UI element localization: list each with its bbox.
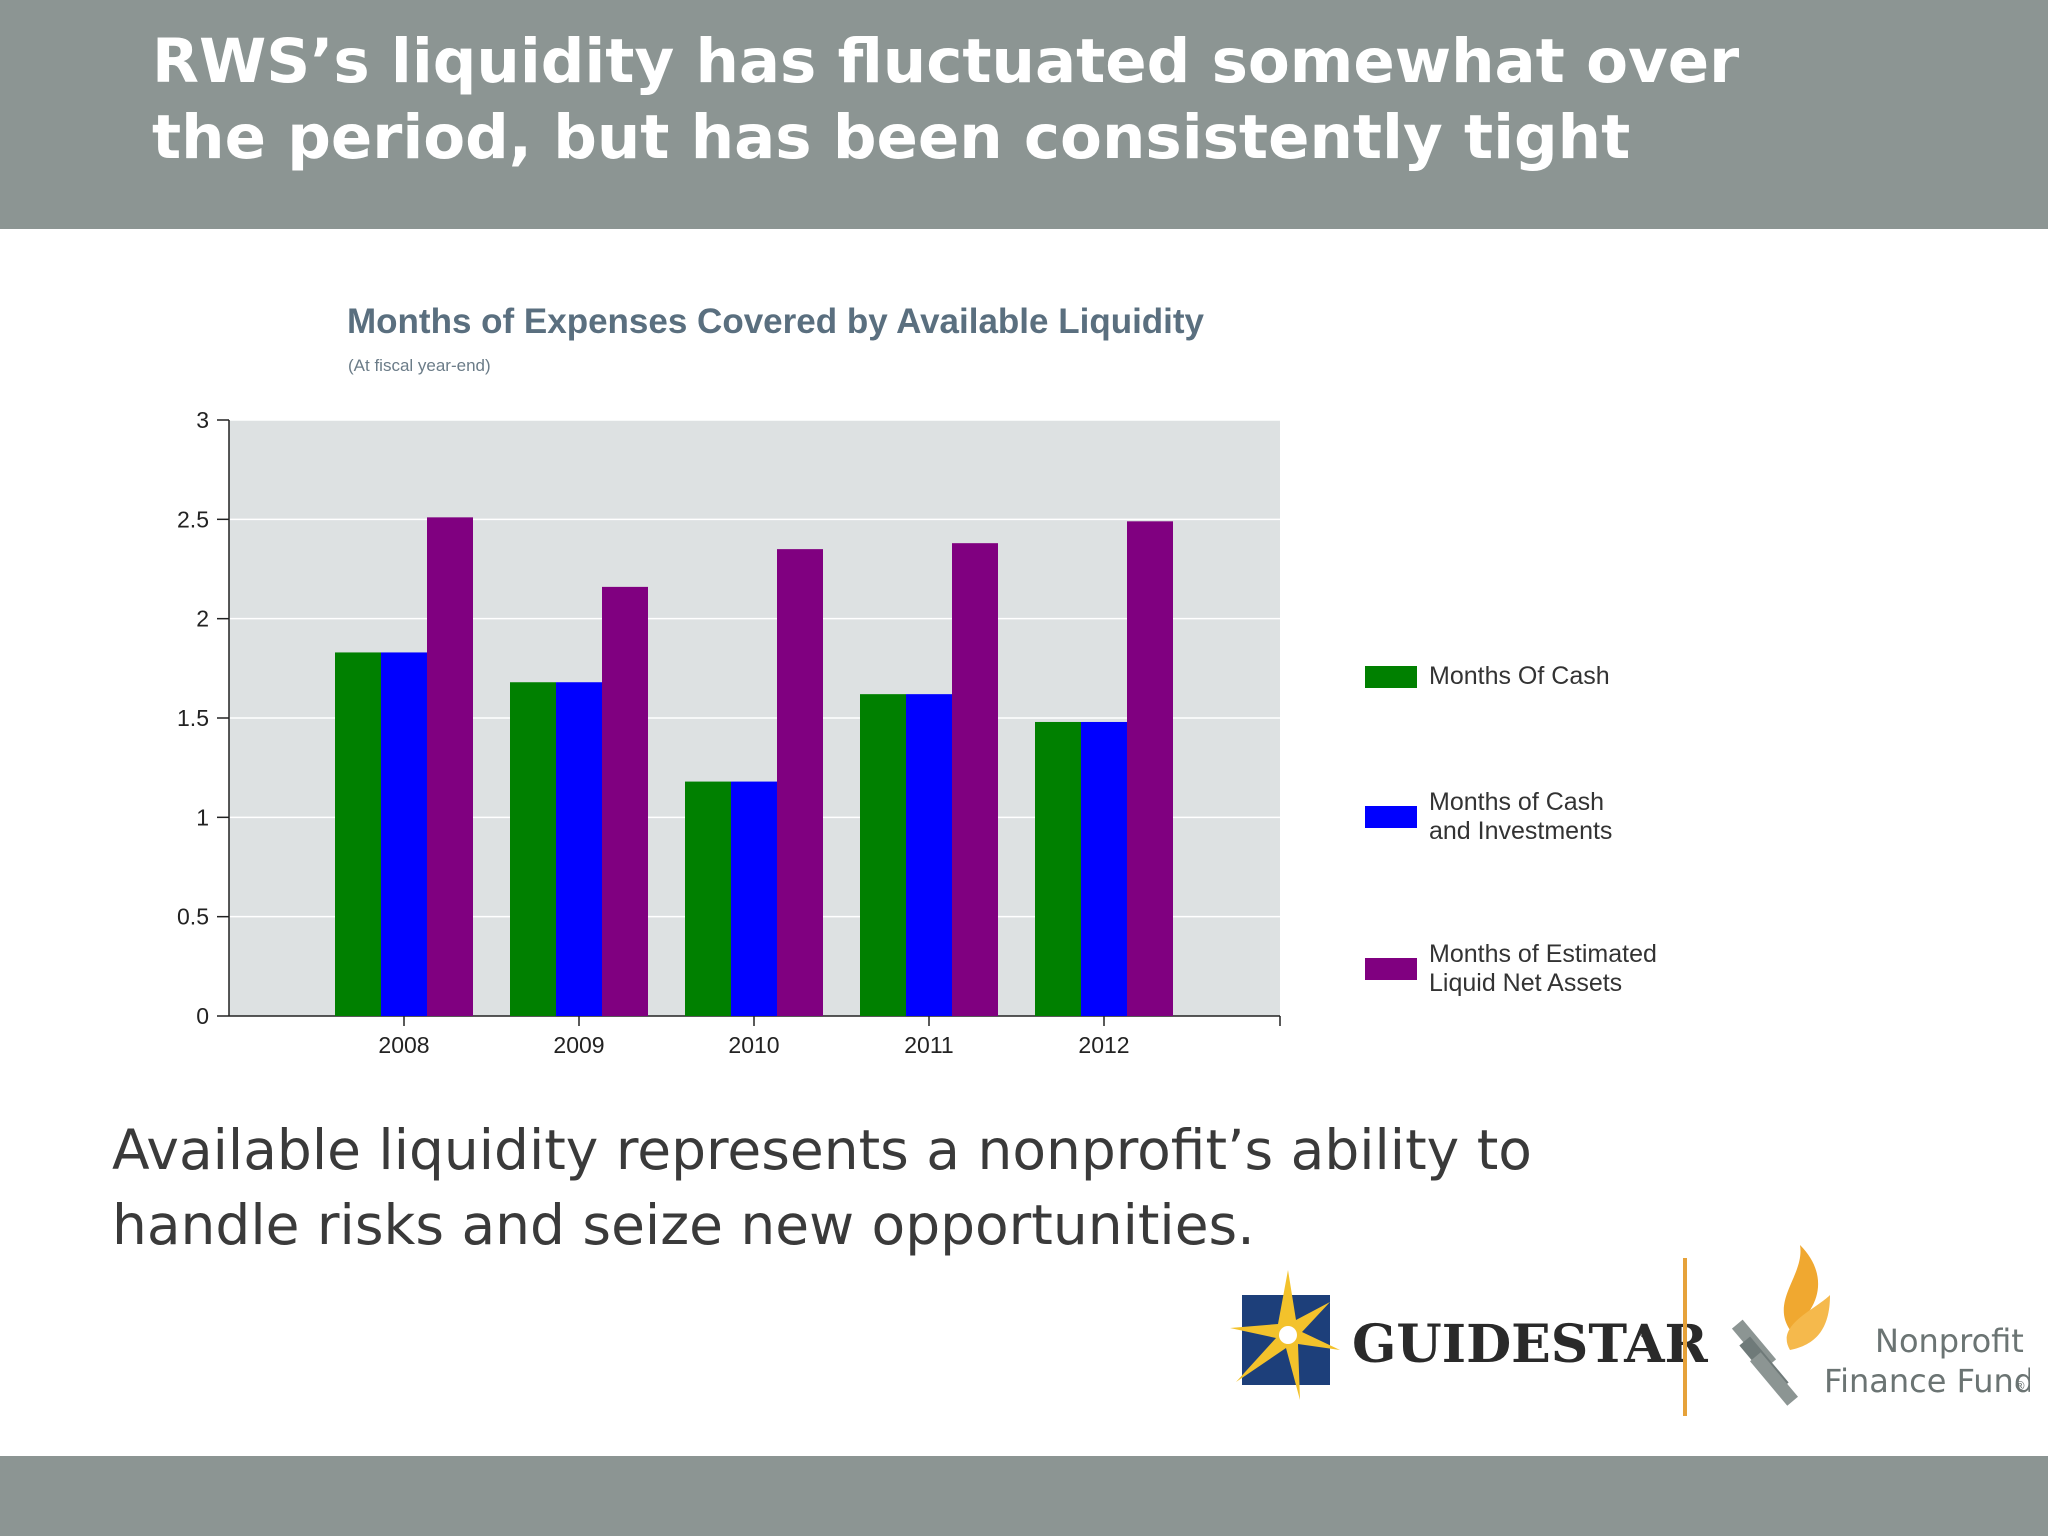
star-glow [1279, 1326, 1297, 1344]
bar-2009-series-1 [510, 682, 556, 1016]
bar-2011-series-2 [906, 694, 952, 1016]
bar-2010-series-3 [777, 549, 823, 1016]
legend-label: Months Of Cash [1429, 662, 1610, 690]
x-tick-label: 2012 [1078, 1032, 1129, 1058]
leaf-icon [1783, 1245, 1819, 1330]
logo-divider [1683, 1258, 1687, 1416]
body-text: Available liquidity represents a nonprof… [112, 1118, 1532, 1257]
x-tick-label: 2008 [378, 1032, 429, 1058]
y-tick-label: 1 [196, 804, 209, 830]
legend-label: Months of Cash and Investments [1429, 788, 1613, 845]
guidestar-registered-mark: ® [1638, 1326, 1652, 1342]
bar-2009-series-2 [556, 682, 602, 1016]
legend-item-months-of-cash: Months Of Cash [1333, 662, 1610, 691]
nff-registered-mark: ® [2014, 1379, 2026, 1393]
y-tick-label: 2 [196, 606, 209, 632]
y-tick-label: 2.5 [177, 506, 209, 532]
y-tick-label: 3 [196, 407, 209, 433]
nff-name-line2: Finance Fund [1824, 1362, 2030, 1400]
y-tick-label: 1.5 [177, 705, 209, 731]
leaf-icon [1786, 1295, 1830, 1350]
legend-item-months-of-liquid-net-assets: Months of Estimated Liquid Net Assets [1333, 940, 1657, 998]
nff-logo: Nonprofit Finance Fund ® [1731, 1245, 2030, 1406]
bar-2010-series-1 [685, 781, 731, 1016]
bar-2008-series-1 [335, 652, 381, 1016]
bar-chart: 0 0.5 1 1.5 2 2.5 3 2008 2009 2010 2011 2012 [177, 407, 1281, 1058]
chart-subtitle: (At fiscal year-end) [348, 356, 491, 375]
nff-name-line1: Nonprofit [1875, 1322, 2024, 1360]
bar-2008-series-3 [427, 517, 473, 1016]
x-tick-label: 2010 [728, 1032, 779, 1058]
legend-swatch-blue [1365, 806, 1417, 828]
bar-2012-series-1 [1035, 721, 1081, 1016]
bar-2008-series-2 [381, 652, 427, 1016]
bar-2010-series-2 [731, 781, 777, 1016]
slide-title: RWS’s liquidity has fluctuated somewhat … [152, 26, 1740, 173]
y-tick-label: 0 [196, 1003, 209, 1029]
legend-label: Months of Estimated Liquid Net Assets [1429, 940, 1657, 997]
legend-item-months-of-cash-and-investments: Months of Cash and Investments [1333, 788, 1612, 846]
footer-bar [0, 1456, 2048, 1536]
title-banner: RWS’s liquidity has fluctuated somewhat … [0, 0, 2048, 229]
sponsor-logos: GUIDESTAR ® Nonprofit Finance Fund ® [1230, 1245, 2030, 1416]
stripe-icon [1749, 1352, 1799, 1406]
legend-swatch-purple [1365, 958, 1417, 980]
bar-2009-series-3 [602, 586, 648, 1016]
bar-2012-series-2 [1081, 721, 1127, 1016]
bar-2011-series-1 [860, 694, 906, 1016]
x-tick-label: 2011 [904, 1032, 953, 1058]
chart-legend: Months Of Cash Months of Cash and Invest… [1333, 620, 1678, 1060]
bar-2012-series-3 [1127, 521, 1173, 1016]
bar-2011-series-3 [952, 543, 998, 1016]
guidestar-logo: GUIDESTAR ® [1230, 1270, 1709, 1400]
x-tick-label: 2009 [553, 1032, 604, 1058]
y-tick-label: 0.5 [177, 904, 209, 930]
legend-swatch-green [1365, 665, 1417, 688]
chart-title: Months of Expenses Covered by Available … [347, 302, 1205, 341]
guidestar-wordmark: GUIDESTAR [1352, 1314, 1709, 1375]
